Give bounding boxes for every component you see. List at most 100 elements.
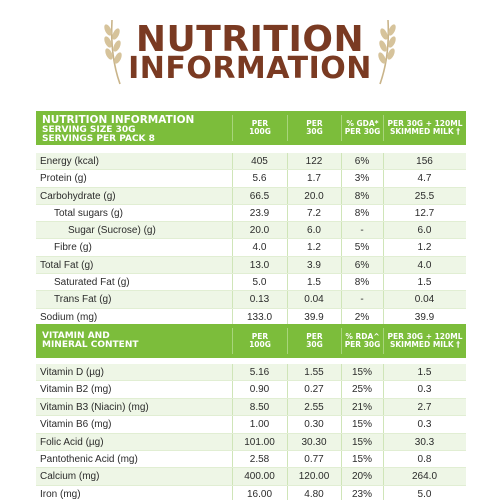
column-divider xyxy=(232,256,233,275)
table-cell: 2% xyxy=(354,311,370,323)
table-cell: 405 xyxy=(251,156,268,167)
column-divider xyxy=(341,416,342,434)
wheat-right-icon xyxy=(378,19,396,85)
column-divider xyxy=(341,485,342,500)
table-cell: 0.77 xyxy=(304,453,324,465)
table-cell: 122 xyxy=(305,156,323,167)
table-cell: 23.9 xyxy=(249,207,270,219)
table-cell: 30.3 xyxy=(414,436,435,448)
row-divider xyxy=(36,467,466,469)
column-divider xyxy=(341,468,342,486)
table-cell: 4.0 xyxy=(252,242,267,254)
column-divider xyxy=(287,381,288,399)
row-label: Vitamin D (µg) xyxy=(40,367,104,378)
table-cell: 5.16 xyxy=(249,367,270,378)
col-header-per-30g: PER 30G xyxy=(287,115,341,141)
column-divider xyxy=(383,222,384,240)
column-divider xyxy=(232,450,233,469)
table-cell: 6% xyxy=(354,156,370,167)
table-cell: 1.55 xyxy=(304,367,324,378)
row-label: Vitamin B2 (mg) xyxy=(40,384,112,396)
column-divider xyxy=(232,222,233,240)
nutrition-rows: Energy (kcal) 405 122 6% 156 Protein (g) 5.6 1.… xyxy=(36,145,466,326)
table-row: Trans Fat (g) 0.13 0.04 - 0.04 xyxy=(36,291,466,309)
row-divider xyxy=(36,203,466,205)
column-divider xyxy=(287,187,288,205)
row-label: Total sugars (g) xyxy=(54,207,123,219)
table-cell: 120.00 xyxy=(298,471,330,483)
row-label: Total Fat (g) xyxy=(40,259,94,271)
table-row: Carbohydrate (g) 66.5 20.0 8% 25.5 xyxy=(36,187,466,205)
table-cell: 3% xyxy=(354,173,370,185)
table-cell: 16.00 xyxy=(246,488,273,500)
column-divider xyxy=(287,222,288,240)
nutrition-header-label: NUTRITION INFORMATION SERVING SIZE 30G S… xyxy=(42,115,194,144)
row-divider xyxy=(36,432,466,434)
table-cell: 5.6 xyxy=(252,173,267,185)
table-cell: 2.58 xyxy=(249,453,270,465)
table-cell: 6.0 xyxy=(417,225,432,237)
row-divider xyxy=(36,380,466,382)
col-header-with-milk: PER 30G + 120ML SKIMMED MILK † xyxy=(383,115,466,141)
row-label: Trans Fat (g) xyxy=(54,294,112,306)
row-label: Carbohydrate (g) xyxy=(40,190,116,202)
row-divider xyxy=(36,221,466,223)
table-row: Vitamin D (µg) 5.16 1.55 15% 1.5 xyxy=(36,364,466,382)
table-cell: 8% xyxy=(354,190,370,202)
table-cell: 8% xyxy=(354,207,370,219)
col-header-per-30g: PER 30G xyxy=(287,328,341,354)
column-divider xyxy=(383,364,384,382)
vitamin-header-line-2: MINERAL CONTENT xyxy=(42,340,139,350)
table-cell: 25% xyxy=(351,384,372,396)
row-label: Protein (g) xyxy=(40,173,87,185)
column-divider xyxy=(232,170,233,188)
column-divider xyxy=(341,256,342,275)
table-cell: 15% xyxy=(351,436,372,448)
servings-per-pack-label: SERVINGS PER PACK 8 xyxy=(42,134,155,144)
vitamin-header-label: VITAMIN AND MINERAL CONTENT xyxy=(42,332,139,350)
table-cell: 0.04 xyxy=(414,294,435,306)
column-divider xyxy=(232,398,233,417)
column-divider xyxy=(287,433,288,451)
column-divider xyxy=(383,450,384,469)
row-divider xyxy=(36,307,466,309)
table-row: Folic Acid (µg) 101.00 30.30 15% 30.3 xyxy=(36,433,466,451)
column-divider xyxy=(383,170,384,188)
nutrition-header-title: NUTRITION INFORMATION xyxy=(42,114,195,126)
row-divider xyxy=(36,169,466,171)
table-cell: 5% xyxy=(354,242,370,254)
column-divider xyxy=(341,274,342,292)
row-divider xyxy=(36,255,466,257)
table-cell: 20.0 xyxy=(249,225,270,237)
table-row: Pantothenic Acid (mg) 2.58 0.77 15% 0.8 xyxy=(36,450,466,469)
row-label: Sugar (Sucrose) (g) xyxy=(68,225,156,237)
row-divider xyxy=(36,238,466,240)
table-row: Vitamin B2 (mg) 0.90 0.27 25% 0.3 xyxy=(36,381,466,399)
column-divider xyxy=(287,450,288,469)
table-cell: 1.5 xyxy=(417,367,432,378)
column-divider xyxy=(383,256,384,275)
table-cell: 21% xyxy=(351,401,372,413)
table-cell: 15% xyxy=(351,419,372,431)
column-divider xyxy=(232,291,233,309)
row-divider xyxy=(36,273,466,275)
column-divider xyxy=(341,398,342,417)
col-header-gda: % GDA* PER 30G xyxy=(341,115,383,141)
table-cell: 0.3 xyxy=(417,419,432,431)
table-cell: 15% xyxy=(351,453,372,465)
title-line-2: INFORMATION xyxy=(128,51,372,86)
column-divider xyxy=(287,308,288,326)
table-cell: 6% xyxy=(354,259,370,271)
column-divider xyxy=(287,239,288,257)
row-divider xyxy=(36,397,466,399)
column-divider xyxy=(341,450,342,469)
column-divider xyxy=(232,187,233,205)
column-divider xyxy=(287,204,288,223)
table-cell: 2.55 xyxy=(304,401,324,413)
column-divider xyxy=(232,485,233,500)
column-divider xyxy=(383,291,384,309)
column-divider xyxy=(232,308,233,326)
row-label: Vitamin B3 (Niacin) (mg) xyxy=(40,401,149,413)
column-divider xyxy=(341,308,342,326)
column-divider xyxy=(232,364,233,382)
